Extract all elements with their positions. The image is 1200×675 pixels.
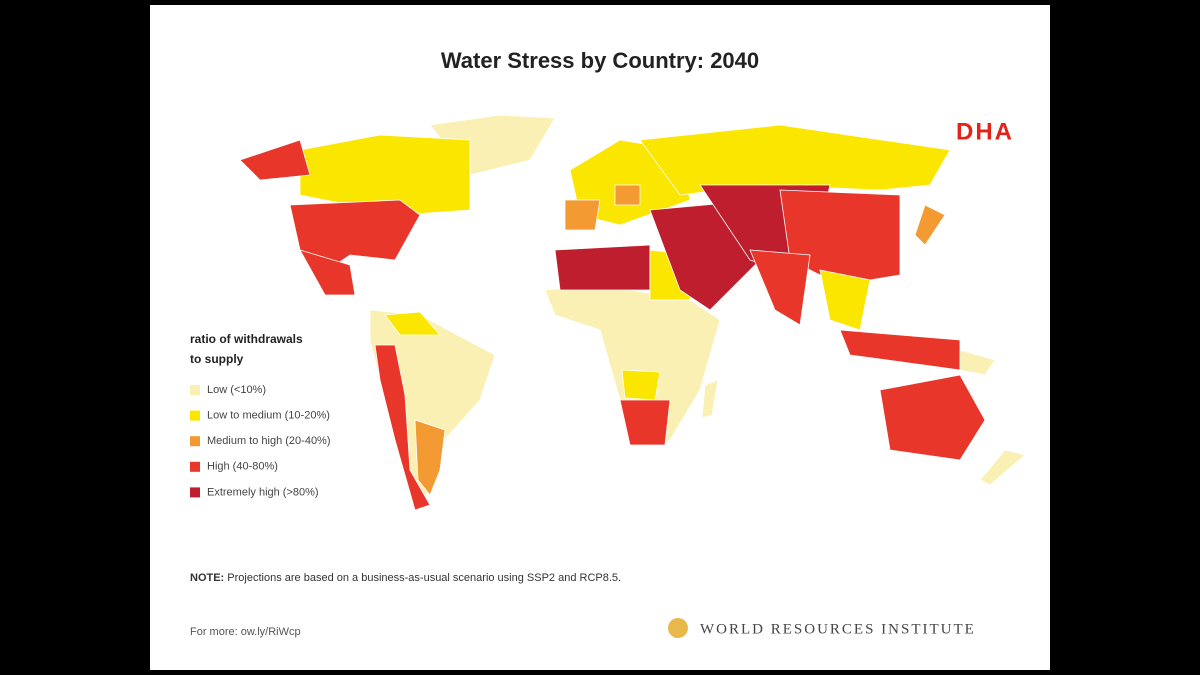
legend-swatch <box>190 385 200 395</box>
new-zealand <box>979 449 1026 486</box>
organization: WORLD RESOURCES INSTITUTE <box>700 621 976 637</box>
legend-label: High (40-80%) <box>207 461 278 473</box>
legend-label: Low to medium (10-20%) <box>207 410 330 422</box>
legend-title: to supply <box>190 352 244 366</box>
legend: ratio of withdrawals to supply Low (<10%… <box>190 332 331 498</box>
world-map <box>239 114 1026 511</box>
angola <box>621 369 661 401</box>
title: Water Stress by Country: 2040 <box>441 48 759 73</box>
legend-label: Extremely high (>80%) <box>207 486 319 498</box>
southeast-asia <box>819 269 871 331</box>
spain <box>564 199 601 231</box>
legend-swatch <box>190 436 200 447</box>
legend-label: Low (<10%) <box>207 384 266 396</box>
mexico <box>299 249 356 296</box>
legend-title: ratio of withdrawals <box>190 332 303 346</box>
peru-chile <box>374 344 431 511</box>
japan <box>914 204 946 246</box>
legend-swatch <box>190 461 200 472</box>
alaska <box>239 139 311 181</box>
central-europe <box>614 184 641 206</box>
wri-logo-mark <box>668 618 688 638</box>
venezuela <box>384 311 441 336</box>
north-africa <box>554 244 651 291</box>
papua <box>959 349 996 376</box>
argentina <box>414 419 446 496</box>
legend-swatch <box>190 410 200 421</box>
logo: DHA <box>956 118 1014 145</box>
more-link: For more: ow.ly/RiWcp <box>190 626 301 638</box>
india <box>749 249 811 326</box>
australia <box>879 374 986 461</box>
canada <box>299 134 471 216</box>
note-text: Projections are based on a business-as-u… <box>227 572 621 584</box>
south-africa <box>619 399 671 446</box>
legend-swatch <box>190 487 200 498</box>
russia <box>639 124 951 196</box>
note-label: NOTE: <box>190 572 224 584</box>
note: NOTE: Projections are based on a busines… <box>190 572 621 584</box>
madagascar <box>701 379 719 419</box>
legend-label: Medium to high (20-40%) <box>207 435 331 447</box>
